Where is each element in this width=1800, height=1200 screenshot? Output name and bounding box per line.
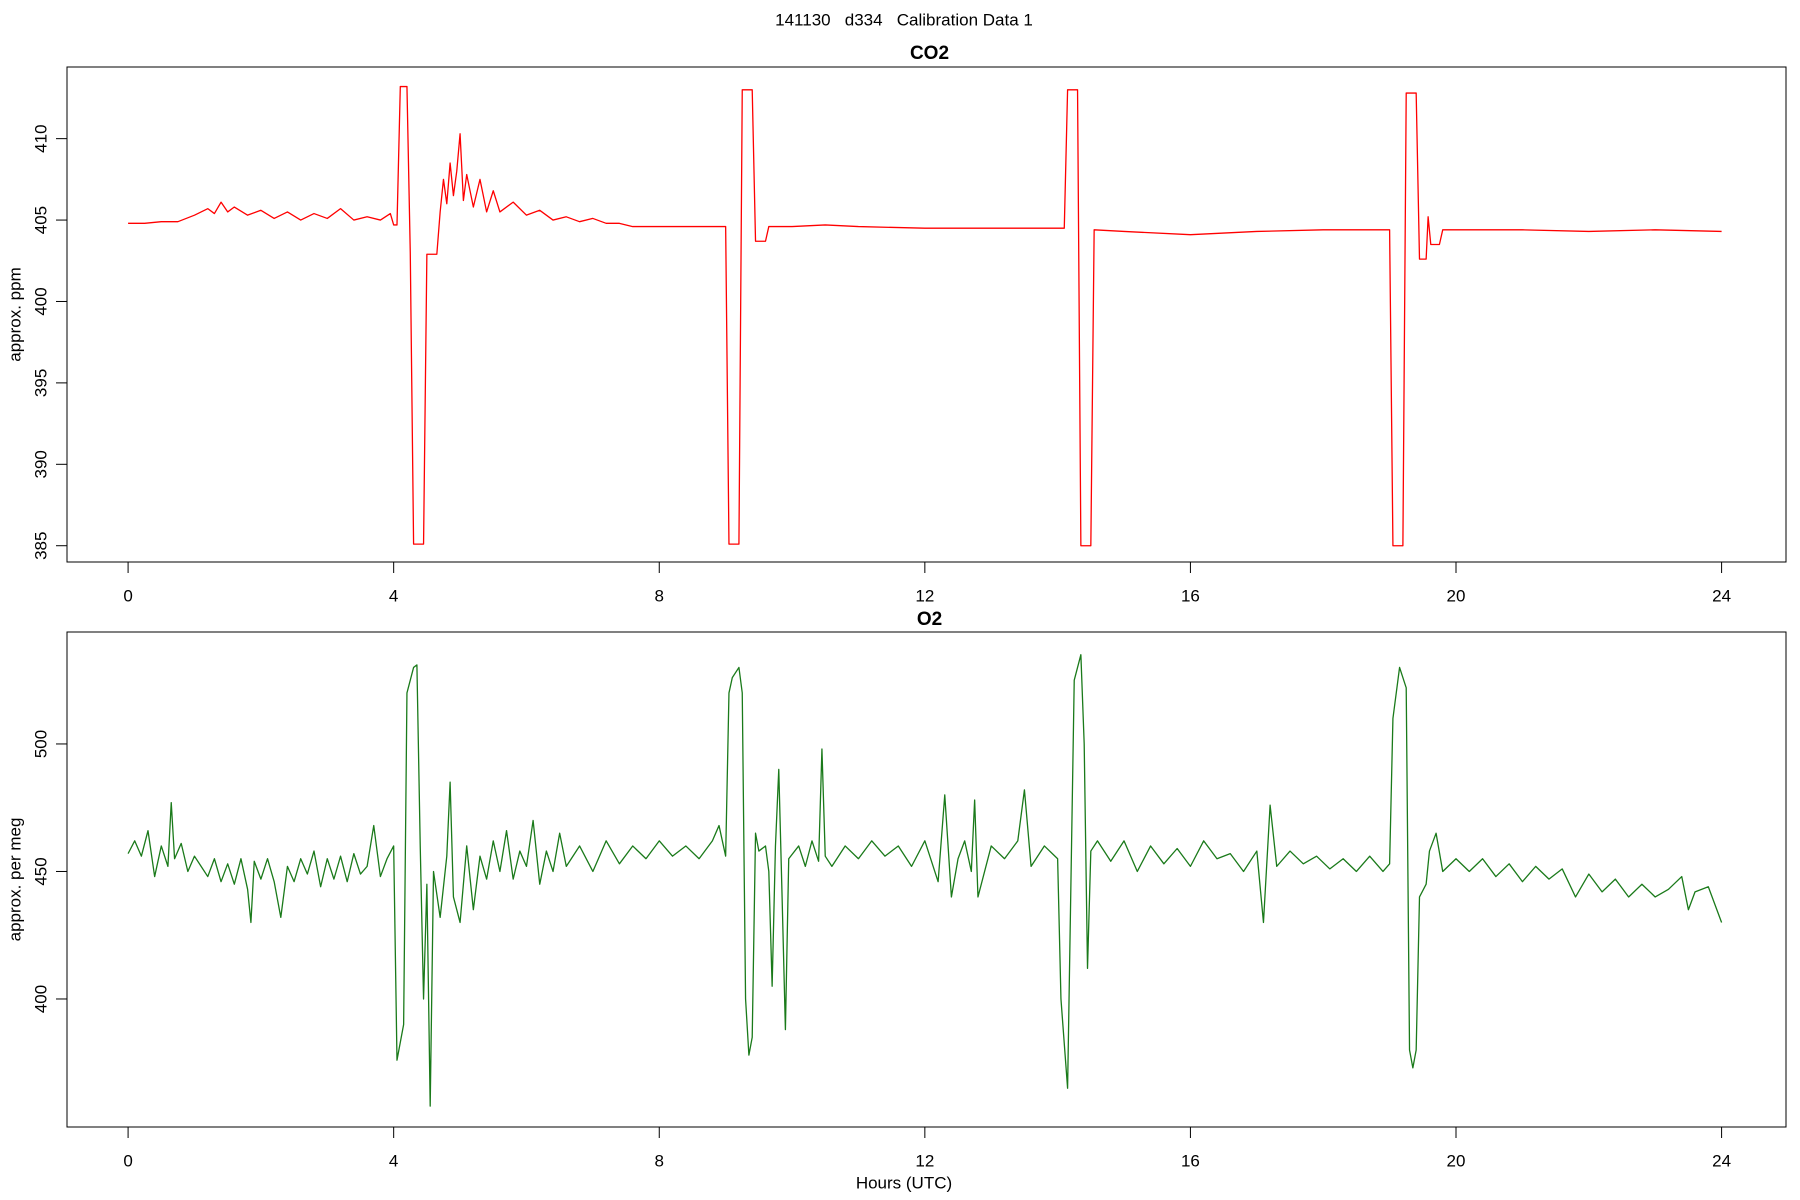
plot-frame: [66, 631, 1787, 1128]
figure-title: 141130 d334 Calibration Data 1: [775, 10, 1033, 29]
panel-title: CO2: [910, 43, 949, 64]
x-tick-label: 12: [915, 586, 934, 605]
y-tick-label: 405: [31, 206, 50, 234]
panel-title: O2: [917, 609, 942, 630]
x-tick-label: 8: [655, 1151, 664, 1170]
x-tick-label: 4: [389, 1151, 398, 1170]
x-axis-label: Hours (UTC): [856, 1173, 952, 1192]
data-line: [128, 85, 1722, 547]
x-tick-label: 24: [1712, 1151, 1731, 1170]
x-tick-label: 16: [1181, 1151, 1200, 1170]
y-axis-label: approx. per meg: [5, 818, 24, 942]
y-tick-label: 450: [31, 857, 50, 885]
y-tick-label: 500: [31, 730, 50, 758]
data-line: [127, 654, 1723, 1107]
x-tick-label: 20: [1447, 586, 1466, 605]
x-tick-label: 0: [123, 1151, 132, 1170]
plot-frame: [66, 66, 1787, 563]
x-tick-label: 12: [915, 1151, 934, 1170]
x-tick-label: 4: [389, 586, 398, 605]
y-tick-label: 390: [31, 450, 50, 478]
x-tick-label: 24: [1712, 586, 1731, 605]
y-tick-label: 395: [31, 369, 50, 397]
x-tick-label: 0: [123, 586, 132, 605]
y-tick-label: 400: [31, 287, 50, 315]
y-tick-label: 385: [31, 532, 50, 560]
x-tick-label: 20: [1447, 1151, 1466, 1170]
y-axis-label: approx. ppm: [5, 267, 24, 362]
x-tick-label: 8: [655, 586, 664, 605]
y-tick-label: 410: [31, 124, 50, 152]
x-tick-label: 16: [1181, 586, 1200, 605]
y-tick-label: 400: [31, 985, 50, 1013]
